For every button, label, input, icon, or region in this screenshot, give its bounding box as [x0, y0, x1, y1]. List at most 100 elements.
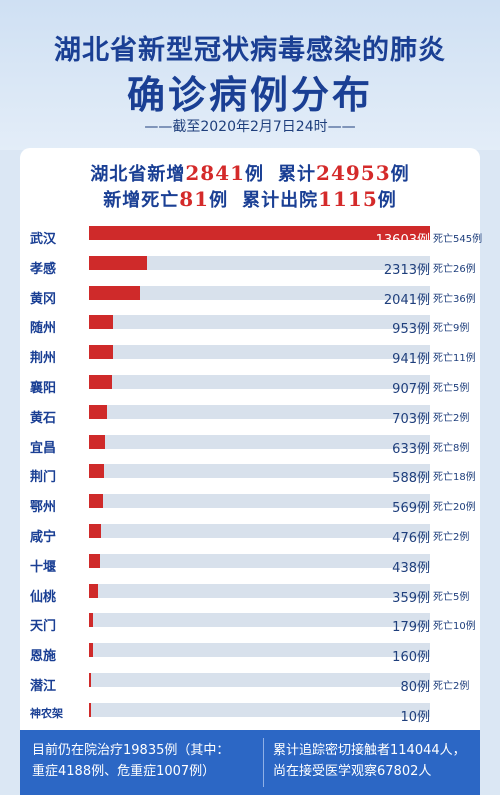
summary-line-1: 湖北省新增2841例 累计24953例: [20, 160, 480, 186]
bar-track: [89, 553, 430, 568]
death-label: 死亡9例: [433, 323, 470, 335]
bar-row: 孝感 2313例 死亡26例: [20, 252, 480, 282]
death-label: 死亡2例: [433, 532, 470, 543]
bar-track: [89, 404, 430, 419]
category-label: 襄阳: [30, 381, 57, 396]
bar-track: [89, 375, 430, 389]
value-label: 907例: [392, 382, 430, 397]
death-label: 死亡20例: [433, 502, 476, 514]
bar-row: 天门 179例 死亡10例: [20, 609, 480, 639]
footer-bar: 目前仍在院治疗19835例（其中： 重症4188例、危重症1007例） 累计追踪…: [20, 730, 480, 795]
bar-row: 咸宁 476例 死亡2例: [20, 520, 480, 550]
category-label: 仙桃: [30, 589, 57, 605]
bar: [89, 494, 104, 509]
value-label: 2313例: [383, 262, 430, 278]
new-deaths-unit: 例: [209, 190, 229, 211]
value-label: 359例: [392, 590, 430, 606]
bar-track: [89, 285, 430, 300]
bar: [89, 404, 107, 419]
new-deaths-value: 81: [179, 187, 210, 211]
total-cases-unit: 例: [390, 164, 410, 185]
death-label: 死亡36例: [433, 293, 476, 305]
bar: [89, 643, 93, 658]
category-label: 宜昌: [30, 440, 57, 456]
death-label: 死亡2例: [433, 412, 470, 424]
death-label: 死亡26例: [433, 263, 476, 275]
bar-track: [89, 524, 430, 538]
category-label: 荆州: [30, 351, 57, 367]
bar: [89, 524, 101, 538]
in-hospital-line-2: 重症4188例、危重症1007例）: [32, 764, 216, 779]
category-label: 武汉: [30, 232, 57, 247]
in-hospital-line-1: 目前仍在院治疗19835例（其中：: [32, 743, 230, 758]
value-label: 588例: [392, 471, 430, 487]
new-deaths-label: 新增死亡: [103, 190, 180, 211]
bar: [89, 255, 147, 270]
bar-row: 武汉 13603例 死亡545例: [20, 222, 482, 252]
bar-row: 随州 953例 死亡9例: [20, 311, 480, 341]
title-line-1: 湖北省新型冠状病毒感染的肺炎: [54, 35, 446, 66]
discharged-value: 1115: [318, 187, 378, 211]
contacts-line-1: 累计追踪密切接触者114044人，: [273, 743, 466, 758]
title-line-2: 确诊病例分布: [126, 72, 373, 117]
death-label: 死亡8例: [433, 442, 470, 454]
category-label: 黄石: [30, 410, 57, 426]
summary-line-2: 新增死亡81例 累计出院1115例: [20, 186, 480, 212]
bar-track: [89, 434, 430, 449]
value-label: 2041例: [383, 292, 430, 308]
death-label: 死亡18例: [433, 472, 476, 484]
death-label: 死亡10例: [433, 621, 476, 633]
bar: [89, 702, 91, 717]
bar: [89, 673, 91, 687]
value-label: 941例: [392, 352, 430, 368]
category-label: 黄冈: [30, 291, 57, 307]
category-label: 孝感: [30, 261, 57, 277]
category-label: 鄂州: [30, 500, 57, 516]
bar: [89, 583, 98, 598]
contacts-line-2: 尚在接受医学观察67802人: [273, 764, 432, 779]
category-label: 恩施: [30, 649, 57, 665]
bar: [89, 375, 112, 389]
bar: [89, 226, 430, 240]
footer-divider: [263, 738, 264, 787]
bar-row: 潜江 80例 死亡2例: [20, 669, 480, 699]
bar-track: [89, 702, 430, 717]
death-label: 死亡11例: [433, 353, 476, 365]
category-label: 十堰: [30, 559, 57, 575]
discharged-unit: 例: [377, 190, 397, 211]
category-label: 随州: [30, 321, 57, 337]
bar: [89, 345, 113, 360]
value-label: 953例: [392, 322, 430, 338]
bar-track: [89, 613, 430, 628]
bar-row: 神农架 10例: [20, 699, 480, 729]
category-label: 神农架: [30, 706, 63, 720]
death-label: 死亡2例: [433, 681, 470, 692]
value-label: 10例: [400, 709, 430, 725]
value-label: 569例: [392, 501, 430, 517]
value-label: 160例: [392, 650, 430, 666]
death-label: 死亡545例: [433, 234, 483, 245]
bar-row: 黄冈 2041例 死亡36例: [20, 282, 480, 312]
bar-row: 鄂州 569例 死亡20例: [20, 490, 480, 520]
bar: [89, 553, 100, 568]
category-label: 天门: [30, 619, 57, 635]
contacts-text: 累计追踪密切接触者114044人， 尚在接受医学观察67802人: [273, 740, 475, 782]
death-label: 死亡5例: [433, 383, 470, 394]
value-label: 438例: [392, 560, 430, 576]
death-label: 死亡5例: [433, 591, 470, 603]
bar-row: 襄阳 907例 死亡5例: [20, 371, 480, 401]
new-cases-label: 湖北省新增: [90, 164, 186, 185]
discharged-label: 累计出院: [242, 190, 319, 211]
value-label: 179例: [392, 620, 430, 636]
new-cases-unit: 例: [245, 164, 265, 185]
bar-track: [89, 315, 430, 330]
total-cases-label: 累计: [278, 164, 317, 185]
value-label: 476例: [392, 531, 430, 546]
bar-row: 仙桃 359例 死亡5例: [20, 580, 480, 610]
header-background: [0, 0, 500, 150]
bar: [89, 285, 141, 300]
bar-track: [89, 464, 430, 479]
bar: [89, 613, 94, 628]
bar-row: 荆门 588例 死亡18例: [20, 460, 480, 490]
value-label: 633例: [392, 441, 430, 457]
